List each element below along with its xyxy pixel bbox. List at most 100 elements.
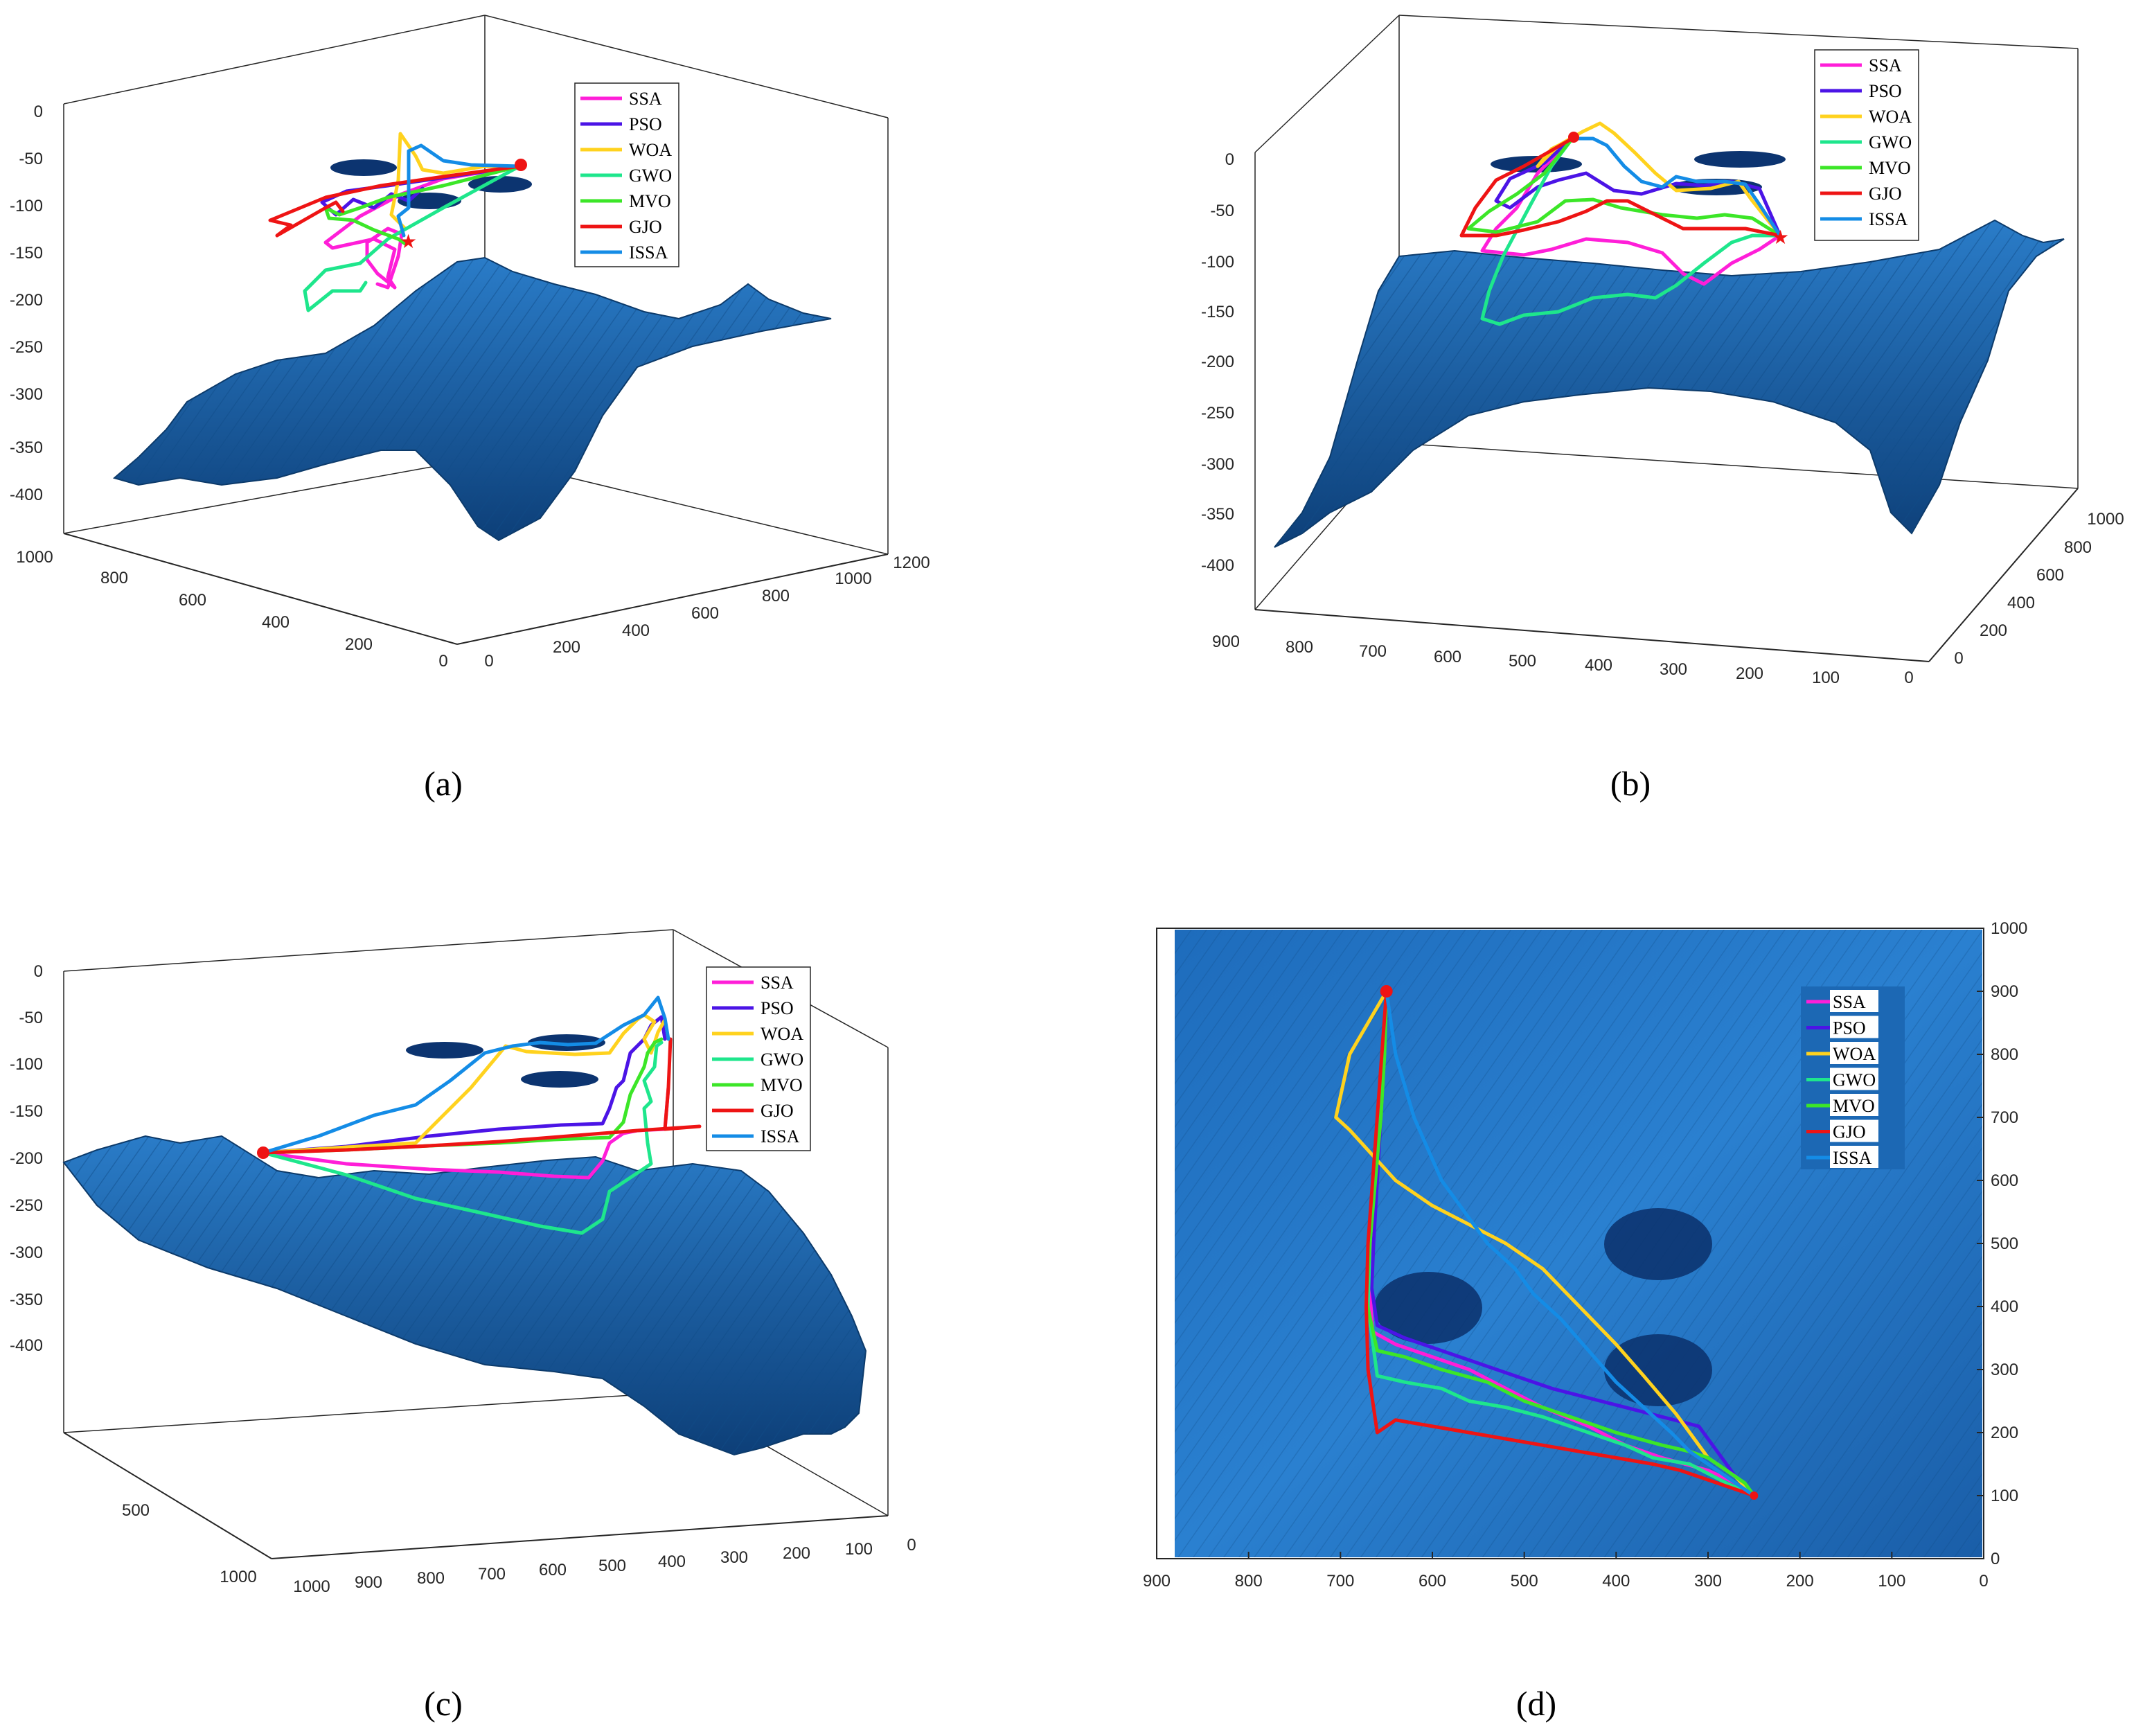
legend-label-bg [1830,1119,1878,1142]
legend-label-bg [1830,1146,1878,1168]
legend-label-WOA: WOA [761,1024,803,1044]
panel-b-paths: ★ [1459,121,1789,326]
panel-c-obstacles [406,1034,605,1088]
legend-label-WOA: WOA [1869,107,1912,127]
panel-a-obstacle [330,159,397,176]
panel-b-path-MVO [1466,136,1782,238]
panel-b-terrain-texture [1274,220,2064,547]
panel-d-ytick: 700 [1991,1108,2018,1127]
panel-a: 0 -50 -100 -150 -200 -250 -300 -350 -400… [10,15,930,803]
legend-label-SSA: SSA [629,89,662,109]
panel-d-ytick: 0 [1991,1550,2000,1568]
legend-label-GJO: GJO [1833,1122,1866,1142]
panel-d-xtick: 400 [1602,1572,1630,1591]
panel-a-ztick-labels: 0 -50 -100 -150 -200 -250 -300 -350 -400 [10,103,43,504]
legend-label-GWO: GWO [1869,132,1912,152]
panel-c-ztick-labels: 0 -50 -100 -150 -200 -250 -300 -350 -400 [10,962,43,1355]
panel-b-ztick: -250 [1201,404,1234,423]
panel-a-xtick: 1200 [893,553,930,572]
panel-c-xtick: 1000 [293,1577,330,1596]
legend-label-SSA: SSA [1869,55,1902,76]
panel-a-paths: ★ [268,132,527,312]
panel-a-path-SSA [323,164,522,290]
panel-c-ztick: -150 [10,1102,43,1121]
legend-label-PSO: PSO [1869,81,1902,101]
panel-a-goal-star: ★ [400,230,417,253]
panel-b-path-ISSA [1570,136,1782,238]
legend-label-MVO: MVO [761,1075,803,1095]
panel-a-ztick: -250 [10,338,43,357]
legend-label-GWO: GWO [1833,1070,1876,1090]
panel-d-xtick: 700 [1326,1572,1354,1591]
panel-d-start-marker [1380,985,1393,998]
legend-label-PSO: PSO [629,114,662,134]
panel-c-xtick: 100 [845,1540,873,1559]
panel-b: 0 -50 -100 -150 -200 -250 -300 -350 -400… [1201,15,2124,803]
panel-d-obstacles [1374,1208,1712,1406]
panel-a-caption: (a) [424,764,463,803]
panel-a-ytick-labels: 1000 800 600 400 200 0 [16,548,447,671]
panel-d-paths [1334,985,1759,1500]
legend-label-ISSA: ISSA [629,242,668,263]
legend-label-ISSA: ISSA [761,1126,800,1146]
panel-a-ztick: -200 [10,291,43,310]
panel-d-xtick: 500 [1511,1572,1538,1591]
panel-d-xtick: 0 [1979,1572,1988,1591]
panel-a-legend: SSA PSO WOA GWO MVO GJO ISSA [574,82,679,267]
panel-c-ztick: -100 [10,1055,43,1074]
panel-a-ztick: -350 [10,439,43,457]
panel-c-obstacle [528,1034,605,1051]
legend-label-MVO: MVO [1833,1096,1875,1116]
panel-a-path-GWO [303,164,522,312]
panel-c-path-GJO [261,1037,702,1155]
panel-b-ztick: -300 [1201,455,1234,474]
panel-d-ytick: 300 [1991,1361,2018,1379]
panel-c-legend: SSA PSO WOA GWO MVO GJO ISSA [706,966,811,1151]
legend-label-WOA: WOA [629,140,672,160]
panel-d-ytick: 200 [1991,1424,2018,1442]
legend-label-ISSA: ISSA [1833,1148,1872,1168]
panel-a-path-GJO [268,164,522,238]
panel-b-ztick: -50 [1210,202,1234,220]
panel-c-xtick: 800 [417,1569,445,1588]
panel-b-xtick: 800 [1286,638,1313,657]
panel-c-ytick: 1000 [220,1568,256,1586]
panel-d-xtick: 300 [1694,1572,1722,1591]
panel-a-xtick: 1000 [835,569,871,588]
legend-label-SSA: SSA [761,973,794,993]
panel-b-xtick: 200 [1736,664,1763,683]
panel-c-ztick: -350 [10,1291,43,1309]
panel-a-ztick: -150 [10,244,43,263]
panel-c-path-WOA [261,1013,667,1155]
panel-d-path-WOA [1334,989,1756,1498]
panel-a-ztick: -100 [10,197,43,215]
panel-b-ztick: -100 [1201,253,1234,272]
panel-a-terrain-texture [114,258,831,540]
panel-a-ztick: -300 [10,385,43,404]
legend-label-bg [1830,1016,1878,1038]
panel-b-xtick: 900 [1212,632,1240,651]
panel-d-ytick: 500 [1991,1234,2018,1253]
panel-a-ytick: 600 [179,591,206,610]
panel-b-ytick: 800 [2064,538,2092,557]
panel-c-ztick: -250 [10,1196,43,1215]
panel-d-path-GJO [1364,989,1756,1498]
legend-label-SSA: SSA [1833,992,1866,1012]
panel-b-ytick-labels: 0 200 400 600 800 1000 [1954,510,2124,668]
panel-d-legend: SSA PSO WOA GWO MVO GJO ISSA [1801,986,1905,1169]
panel-d-ytick: 1000 [1991,919,2027,938]
panel-c-ztick: -200 [10,1149,43,1168]
panel-c-path-ISSA [261,995,670,1155]
legend-label-MVO: MVO [1869,158,1911,178]
panel-b-xtick: 300 [1660,660,1687,679]
legend-label-bg [1830,1042,1878,1064]
panel-c-xtick: 600 [539,1561,567,1579]
panel-a-path-WOA [389,132,522,231]
panel-a-ytick: 200 [345,635,373,654]
panel-b-ztick: -150 [1201,303,1234,321]
panel-d-goal-marker [1750,1491,1759,1500]
panel-d: 900 800 700 600 500 400 300 200 100 0100090080070… [1143,919,2027,1723]
panel-a-xtick: 0 [484,652,493,671]
panel-c-ytick: 500 [122,1501,150,1520]
